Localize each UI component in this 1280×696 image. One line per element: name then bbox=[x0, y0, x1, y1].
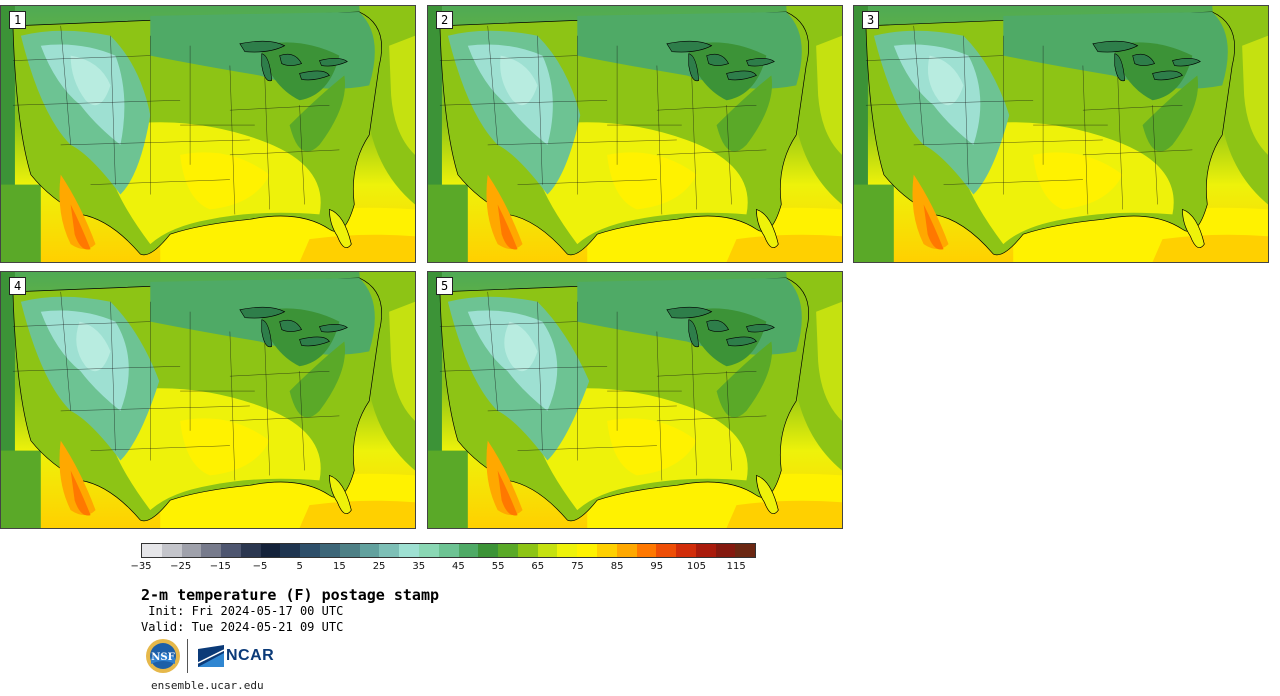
temperature-map bbox=[1, 6, 415, 262]
colorbar-swatch bbox=[478, 544, 499, 557]
colorbar-swatch bbox=[715, 544, 736, 557]
stamp-number-label: 4 bbox=[9, 277, 27, 295]
colorbar-swatch bbox=[339, 544, 360, 557]
ncar-logo-text: NCAR bbox=[226, 647, 275, 664]
logo-bar: NSF NCAR bbox=[145, 638, 274, 674]
colorbar-swatch bbox=[498, 544, 518, 557]
colorbar-swatch bbox=[577, 544, 597, 557]
colorbar-swatch bbox=[359, 544, 380, 557]
colorbar-tick-label: 65 bbox=[531, 561, 545, 572]
colorbar-tick-label: −25 bbox=[170, 561, 192, 572]
stamp-number-label: 1 bbox=[9, 11, 27, 29]
colorbar-tick-label: 35 bbox=[412, 561, 426, 572]
colorbar-tick-label: 105 bbox=[686, 561, 707, 572]
colorbar-swatch bbox=[300, 544, 321, 557]
colorbar-swatch bbox=[161, 544, 182, 557]
colorbar-tick-label: 115 bbox=[726, 561, 746, 572]
nsf-logo-text: NSF bbox=[151, 652, 174, 663]
colorbar-tick-label: −15 bbox=[209, 561, 231, 572]
stamp-number-label: 2 bbox=[436, 11, 454, 29]
colorbar-tick-label: 5 bbox=[296, 561, 303, 572]
postage-stamp-4: 4 bbox=[0, 271, 416, 529]
temperature-colorbar bbox=[141, 543, 756, 558]
stamp-number-label: 3 bbox=[862, 11, 880, 29]
colorbar-swatch bbox=[735, 544, 756, 557]
temperature-map bbox=[1, 272, 415, 528]
colorbar-swatch bbox=[656, 544, 677, 557]
nsf-logo-icon: NSF bbox=[146, 639, 180, 673]
colorbar-swatch bbox=[636, 544, 657, 557]
colorbar-swatch bbox=[260, 544, 281, 557]
temperature-map bbox=[854, 6, 1268, 262]
colorbar-tick-label: −35 bbox=[130, 561, 152, 572]
colorbar-tick-label: 25 bbox=[372, 561, 386, 572]
colorbar-swatch bbox=[201, 544, 222, 557]
colorbar-swatch bbox=[438, 544, 459, 557]
postage-stamp-1: 1 bbox=[0, 5, 416, 263]
init-time: Init: Fri 2024-05-17 00 UTC bbox=[141, 604, 344, 618]
temperature-map bbox=[428, 272, 842, 528]
valid-time: Valid: Tue 2024-05-21 09 UTC bbox=[141, 620, 344, 634]
colorbar-swatch bbox=[399, 544, 419, 557]
colorbar-swatch bbox=[379, 544, 400, 557]
colorbar-tick-label: 55 bbox=[491, 561, 505, 572]
logo-divider bbox=[187, 639, 188, 673]
colorbar-tick-label: 95 bbox=[650, 561, 664, 572]
colorbar-tick-label: 75 bbox=[571, 561, 584, 572]
colorbar-tick-label: 45 bbox=[452, 561, 465, 572]
postage-stamp-2: 2 bbox=[427, 5, 843, 263]
colorbar-swatch bbox=[557, 544, 578, 557]
postage-stamp-3: 3 bbox=[853, 5, 1269, 263]
colorbar-swatch bbox=[616, 544, 637, 557]
colorbar-swatch bbox=[458, 544, 479, 557]
colorbar-swatch bbox=[695, 544, 716, 557]
colorbar-swatch bbox=[142, 544, 162, 557]
ncar-mark-icon bbox=[198, 645, 224, 667]
page-title: 2-m temperature (F) postage stamp bbox=[141, 586, 440, 604]
colorbar-swatch bbox=[221, 544, 241, 557]
colorbar-swatch bbox=[676, 544, 696, 557]
colorbar-tick-label: 15 bbox=[333, 561, 346, 572]
postage-stamp-5: 5 bbox=[427, 271, 843, 529]
colorbar-tick-labels: −35 −25 −15 −5 5 15 25 35 45 55 65 75 85 95 105 115 bbox=[130, 561, 756, 577]
colorbar-tick-label: −5 bbox=[252, 561, 268, 572]
ncar-logo: NCAR bbox=[198, 645, 274, 667]
colorbar-swatch bbox=[320, 544, 340, 557]
site-url: ensemble.ucar.edu bbox=[151, 679, 264, 692]
colorbar-swatch bbox=[418, 544, 439, 557]
colorbar-swatch bbox=[517, 544, 538, 557]
colorbar-swatch bbox=[181, 544, 202, 557]
colorbar-swatch bbox=[240, 544, 261, 557]
colorbar-swatch bbox=[537, 544, 558, 557]
colorbar-swatch bbox=[596, 544, 617, 557]
temperature-map bbox=[428, 6, 842, 262]
colorbar-swatch bbox=[280, 544, 301, 557]
stamp-number-label: 5 bbox=[436, 277, 454, 295]
colorbar-tick-label: 85 bbox=[610, 561, 624, 572]
